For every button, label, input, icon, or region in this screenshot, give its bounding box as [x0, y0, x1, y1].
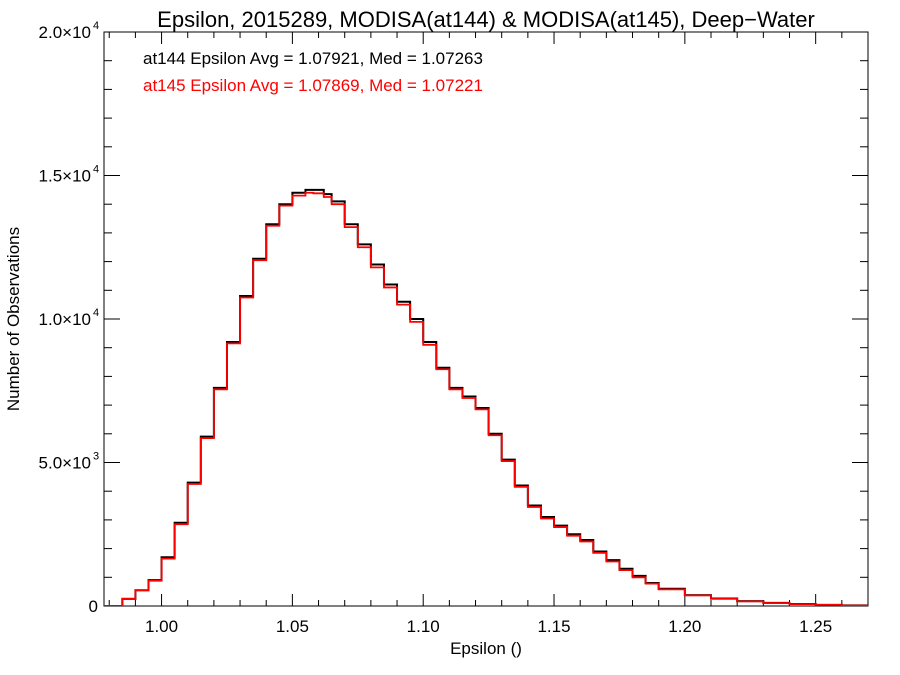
y-tick-label: 5.0×10 [39, 454, 91, 473]
y-axis-label: Number of Observations [4, 227, 23, 411]
plot-frame [103, 31, 869, 607]
y-tick-exponent: 4 [93, 164, 99, 176]
series-line-at145 [104, 191, 868, 606]
y-tick-mantissa: 2.0×10 [39, 23, 91, 42]
y-tick-mantissa: 5.0×10 [39, 454, 91, 473]
y-tick-exponent: 3 [93, 451, 99, 463]
chart-title: Epsilon, 2015289, MODISA(at144) & MODISA… [157, 7, 815, 32]
series-line-at144 [104, 188, 868, 606]
axis-ticks [104, 31, 869, 607]
x-tick-label: 1.00 [145, 617, 178, 636]
y-tick-label: 2.0×10 [39, 23, 91, 42]
y-tick-exponent: 4 [93, 307, 99, 319]
annotation-2: at145 Epsilon Avg = 1.07869, Med = 1.072… [143, 76, 483, 95]
y-tick-label: 1.5×10 [39, 167, 91, 186]
y-tick-label: 1.0×10 [39, 310, 91, 329]
x-tick-label: 1.10 [407, 617, 440, 636]
y-tick-mantissa: 1.5×10 [39, 167, 91, 186]
y-tick-mantissa: 0 [89, 597, 98, 616]
y-tick-exponent: 4 [93, 20, 99, 32]
annotation-1: at144 Epsilon Avg = 1.07921, Med = 1.072… [143, 49, 483, 68]
x-tick-label: 1.25 [799, 617, 832, 636]
y-tick-label: 0 [89, 597, 98, 616]
x-tick-label: 1.05 [276, 617, 309, 636]
annotations: at144 Epsilon Avg = 1.07921, Med = 1.072… [143, 49, 483, 95]
series-lines [104, 188, 868, 606]
y-tick-mantissa: 1.0×10 [39, 310, 91, 329]
x-axis-label: Epsilon () [450, 639, 522, 658]
x-tick-label: 1.20 [668, 617, 701, 636]
x-tick-label: 1.15 [537, 617, 570, 636]
